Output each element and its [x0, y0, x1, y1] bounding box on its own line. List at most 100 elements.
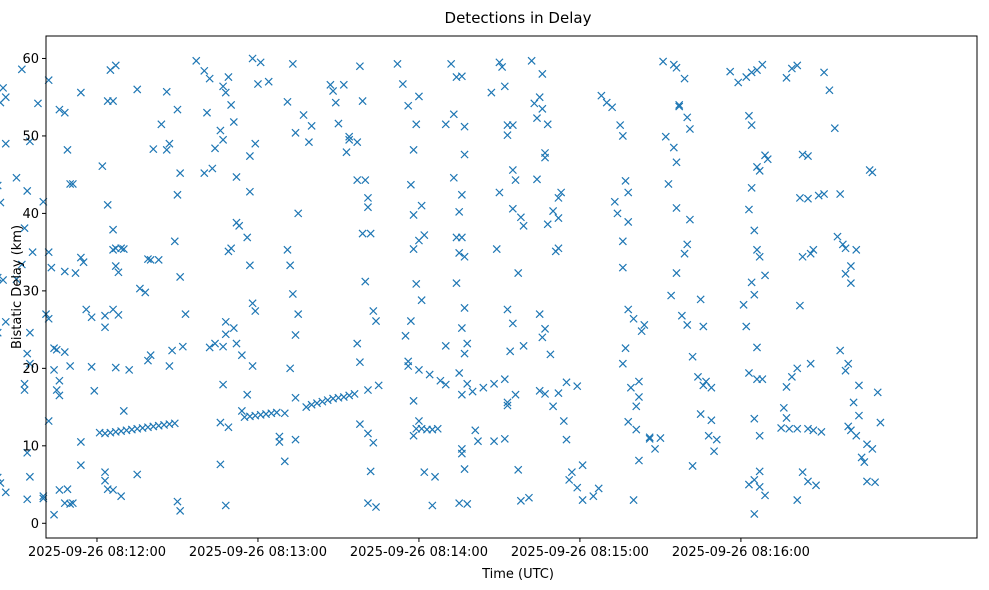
data-point [243, 233, 252, 242]
data-point [339, 392, 348, 402]
data-point [0, 181, 2, 190]
data-point [463, 339, 472, 348]
data-point [25, 137, 34, 146]
data-point [549, 402, 558, 411]
data-point [141, 288, 150, 297]
data-point [143, 255, 152, 264]
data-point [854, 411, 863, 420]
data-point [111, 262, 120, 271]
data-point [503, 131, 512, 140]
data-point [117, 492, 126, 501]
data-point [763, 155, 772, 164]
data-point [361, 176, 370, 185]
x-tick-label: 2025-09-26 08:14:00 [350, 545, 488, 560]
data-point [849, 398, 858, 407]
data-point [12, 275, 21, 284]
data-point [55, 391, 64, 400]
data-point [0, 276, 8, 285]
data-point [114, 268, 123, 277]
data-point [613, 209, 622, 218]
data-point [216, 126, 225, 135]
data-point [109, 97, 118, 106]
data-point [761, 151, 770, 160]
data-point [621, 344, 630, 353]
data-point [567, 468, 576, 477]
data-point [353, 138, 362, 147]
data-point [683, 320, 692, 329]
data-point [1, 488, 10, 497]
data-point [685, 215, 694, 224]
data-point [414, 365, 423, 374]
data-point [353, 339, 362, 348]
data-point [511, 176, 520, 185]
data-point [573, 382, 582, 391]
data-point [409, 245, 418, 254]
plot-frame [45, 35, 978, 539]
data-point [63, 485, 72, 494]
data-point [460, 303, 469, 312]
data-point [610, 197, 619, 206]
data-point [245, 261, 254, 270]
data-point [176, 506, 185, 515]
data-point [707, 383, 716, 392]
data-point [251, 306, 260, 316]
data-point [672, 269, 681, 278]
data-point [133, 85, 142, 94]
data-point [490, 437, 499, 446]
data-point [146, 255, 155, 264]
data-point [286, 364, 295, 373]
data-point [162, 87, 171, 96]
data-point [755, 166, 764, 175]
data-point [363, 499, 372, 508]
data-point [519, 221, 528, 230]
data-point [624, 417, 633, 426]
data-point [0, 473, 2, 482]
data-point [0, 328, 2, 337]
y-tick-label: 0 [31, 517, 39, 532]
data-point [323, 396, 332, 405]
data-point [562, 435, 571, 444]
data-point [98, 162, 107, 171]
data-point [734, 78, 743, 87]
y-axis-label: Bistatic Delay (km) [10, 225, 25, 349]
data-point [876, 418, 885, 427]
data-point [205, 343, 214, 352]
data-point [283, 245, 292, 254]
data-point [404, 357, 413, 366]
data-point [549, 207, 558, 216]
data-point [761, 271, 770, 280]
data-point [503, 401, 512, 410]
data-point [280, 409, 289, 418]
data-point [33, 99, 42, 108]
data-point [420, 468, 429, 477]
data-point [221, 88, 230, 97]
data-point [857, 453, 866, 462]
data-point [817, 427, 826, 436]
data-point [750, 226, 759, 235]
data-point [205, 74, 214, 83]
data-point [103, 200, 112, 209]
data-point [543, 220, 552, 229]
data-point [294, 209, 303, 218]
data-point [457, 72, 466, 81]
data-point [750, 290, 759, 299]
data-point [232, 172, 241, 182]
data-point [20, 379, 29, 388]
data-point [162, 145, 171, 154]
data-point [449, 173, 458, 182]
plot-area [46, 36, 977, 538]
data-point [125, 365, 134, 374]
data-point [431, 472, 440, 481]
data-point [170, 237, 179, 246]
data-point [503, 305, 512, 314]
data-point [669, 143, 678, 152]
data-point [514, 465, 523, 474]
data-point [559, 416, 568, 426]
data-point [455, 368, 464, 378]
data-point [704, 431, 713, 440]
data-point [712, 435, 721, 444]
data-point [173, 105, 182, 114]
data-point [339, 80, 348, 89]
data-point [1, 139, 10, 148]
